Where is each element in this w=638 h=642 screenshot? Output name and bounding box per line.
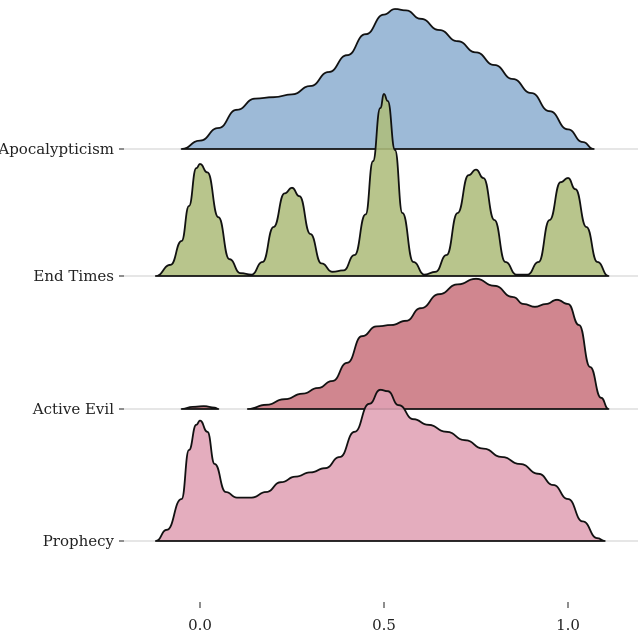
y-tick-label-end-times: End Times [33,267,114,285]
y-tick-label-apocalypticism: Apocalypticism [0,140,114,158]
ridge-area-prophecy [154,388,606,542]
ridge-end-times [154,93,610,277]
y-axis-labels: Apocalypticism End Times Active Evil Prophe… [0,140,124,550]
ridge-area-apocalypticism [180,8,595,150]
ridge-prophecy [154,388,606,542]
ridge-area-active-evil-2 [246,277,610,410]
x-tick-label-1: 0.5 [372,616,396,634]
x-tick-label-0: 0.0 [188,616,212,634]
ridge-apocalypticism [180,8,595,150]
x-axis: 0.0 0.5 1.0 [188,602,580,634]
ridge-area-end-times [154,93,610,277]
y-tick-label-prophecy: Prophecy [43,532,115,550]
y-tick-label-active-evil: Active Evil [32,400,114,418]
ridges [154,8,610,542]
ridge-area-active-evil-1 [180,405,220,410]
ridge-active-evil [180,277,610,410]
x-tick-label-2: 1.0 [556,616,580,634]
